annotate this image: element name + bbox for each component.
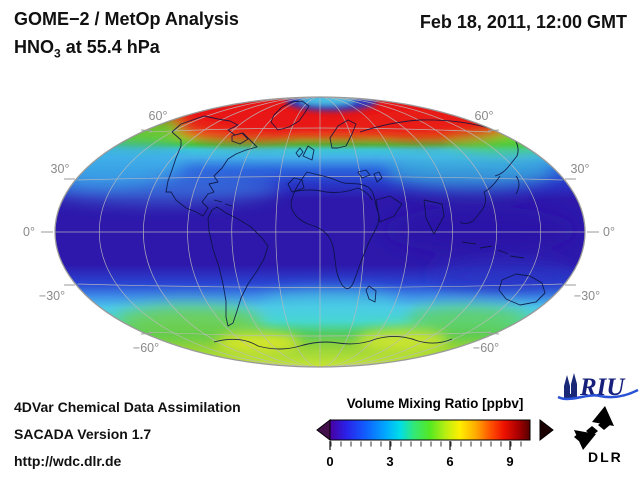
lat-label: −60°	[473, 341, 499, 355]
map-boundary	[54, 96, 586, 368]
molecule-subscript: 3	[54, 46, 61, 61]
colorbar-major-ticks	[329, 441, 511, 450]
title-line2: HNO3 at 55.4 hPa	[14, 38, 239, 60]
lat-label: 0°	[23, 225, 35, 239]
riu-logo: RIU	[557, 373, 639, 401]
colorbar: Volume Mixing Ratio [ppbv] 0 3 6 9	[316, 396, 554, 469]
title-line1: GOME−2 / MetOp Analysis	[14, 9, 239, 29]
lat-label: −30°	[574, 289, 600, 303]
colorbar-over-arrow	[539, 418, 554, 442]
lat-label: 60°	[149, 109, 168, 123]
latitude-ticks	[41, 129, 599, 335]
lat-label: 30°	[571, 162, 590, 176]
dlr-logo: DLR	[574, 406, 623, 465]
timestamp-label: Feb 18, 2011, 12:00 GMT	[419, 12, 627, 32]
cathedral-icon	[564, 373, 577, 398]
latitude-labels: 60° 30° 0° −30° −60° 60° 30° 0° −30° −60…	[23, 109, 615, 355]
lat-label: 0°	[603, 225, 615, 239]
molecule-name: HNO	[14, 37, 54, 57]
tick-label: 3	[386, 454, 393, 469]
dlr-emblem-icon	[574, 406, 614, 450]
colorbar-under-arrow	[316, 418, 331, 442]
colorbar-tick-labels: 0 3 6 9	[326, 454, 513, 469]
tick-label: 0	[326, 454, 333, 469]
version-label: SACADA Version 1.7	[14, 426, 152, 442]
tick-label: 6	[446, 454, 453, 469]
lat-label: 60°	[475, 109, 494, 123]
pressure-level: at 55.4 hPa	[60, 37, 160, 57]
colorbar-title: Volume Mixing Ratio [ppbv]	[347, 396, 524, 411]
dlr-text: DLR	[588, 449, 623, 465]
footer-credits: 4DVar Chemical Data Assimilation SACADA …	[14, 394, 241, 475]
assimilation-label: 4DVar Chemical Data Assimilation	[14, 399, 241, 415]
lat-label: 30°	[51, 162, 70, 176]
figure-title-block: GOME−2 / MetOp Analysis HNO3 at 55.4 hPa	[14, 10, 239, 60]
tick-label: 9	[506, 454, 513, 469]
heatmap-field	[55, 97, 585, 367]
graticule	[55, 97, 585, 367]
lat-label: −30°	[39, 289, 65, 303]
river-wave-icon	[557, 388, 639, 401]
lat-label: −60°	[133, 341, 159, 355]
colorbar-gradient	[329, 419, 531, 441]
world-map-heatmap: 60° 30° 0° −30° −60° 60° 30° 0° −30° −60…	[23, 96, 615, 368]
url-label: http://wdc.dlr.de	[14, 453, 122, 469]
